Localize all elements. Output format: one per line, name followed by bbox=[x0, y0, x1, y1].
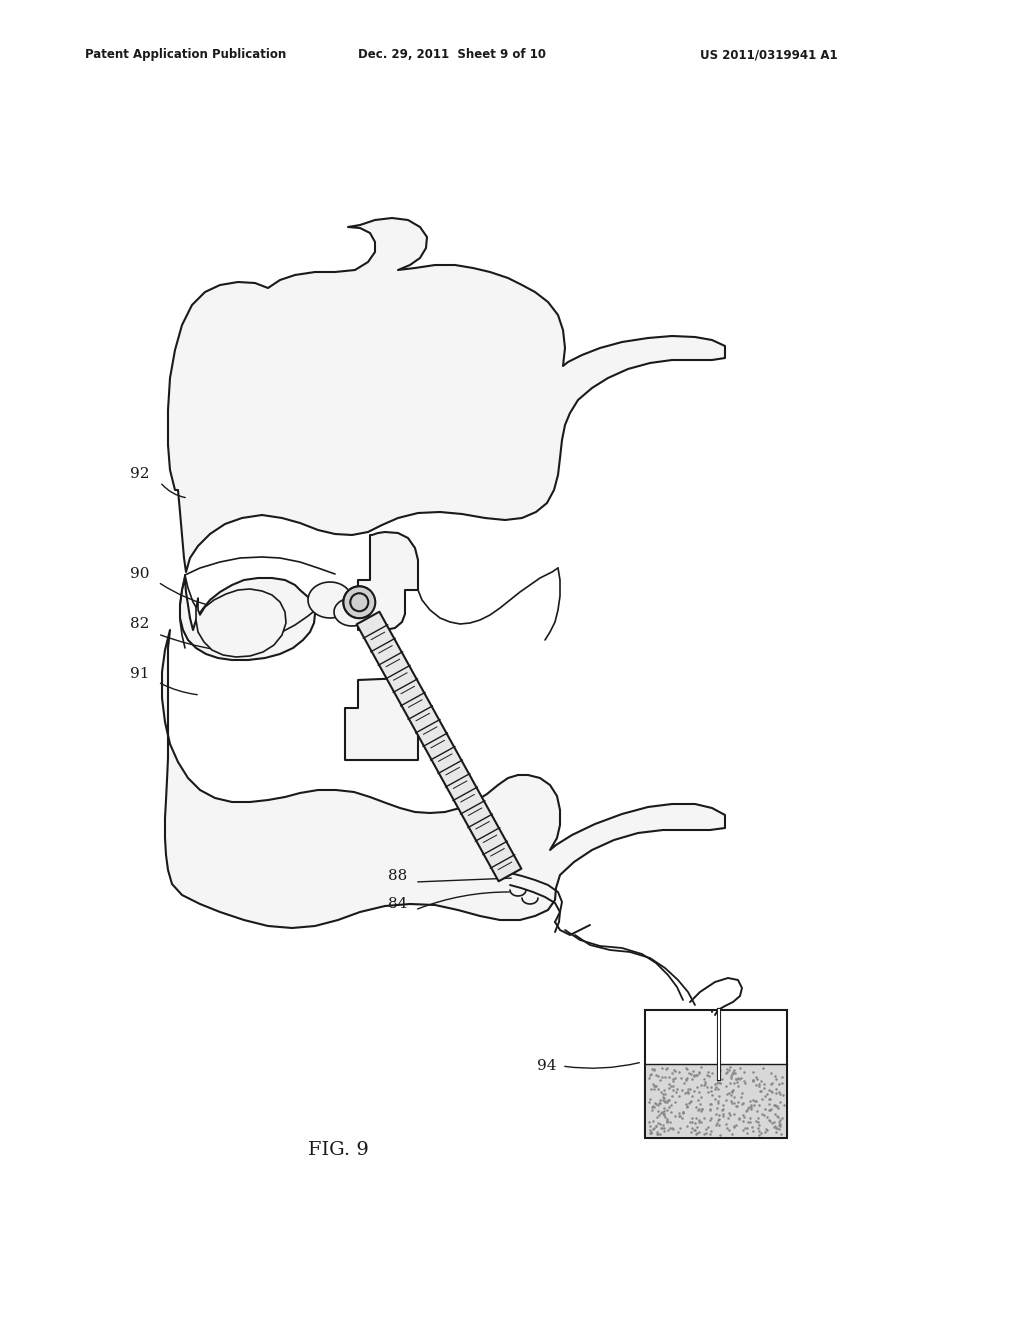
Text: 82: 82 bbox=[130, 616, 150, 631]
Polygon shape bbox=[334, 598, 370, 626]
Polygon shape bbox=[168, 218, 725, 572]
Polygon shape bbox=[196, 589, 286, 657]
Polygon shape bbox=[180, 578, 315, 660]
Text: 91: 91 bbox=[130, 667, 150, 681]
Polygon shape bbox=[356, 611, 521, 882]
Polygon shape bbox=[308, 582, 352, 618]
Bar bbox=[646, 1064, 786, 1137]
Text: 84: 84 bbox=[388, 898, 408, 911]
Text: Dec. 29, 2011  Sheet 9 of 10: Dec. 29, 2011 Sheet 9 of 10 bbox=[358, 48, 546, 61]
Text: 94: 94 bbox=[537, 1059, 556, 1073]
Polygon shape bbox=[345, 678, 418, 760]
Bar bbox=[645, 1010, 787, 1138]
Text: 90: 90 bbox=[130, 568, 150, 581]
Polygon shape bbox=[162, 630, 725, 928]
Text: FIG. 9: FIG. 9 bbox=[308, 1140, 369, 1159]
Text: US 2011/0319941 A1: US 2011/0319941 A1 bbox=[700, 48, 838, 61]
Text: 88: 88 bbox=[388, 869, 408, 883]
Circle shape bbox=[343, 586, 375, 618]
Text: Patent Application Publication: Patent Application Publication bbox=[85, 48, 287, 61]
Text: 92: 92 bbox=[130, 467, 150, 480]
Polygon shape bbox=[358, 532, 418, 630]
